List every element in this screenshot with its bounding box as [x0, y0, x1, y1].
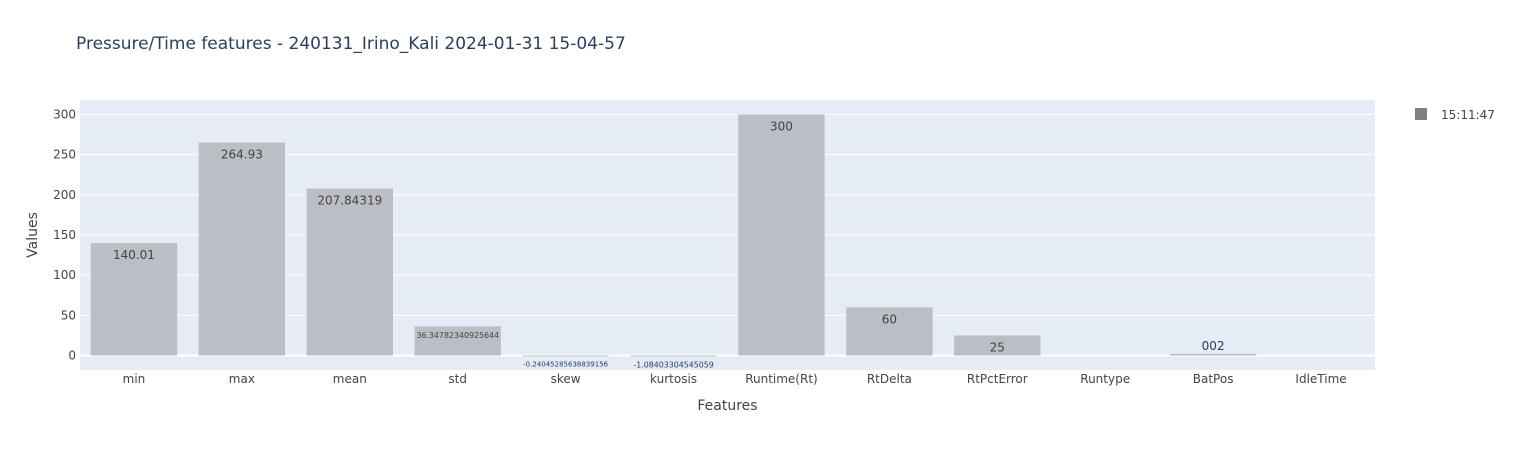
data-label: 207.84319 [317, 194, 382, 208]
data-label: 25 [990, 340, 1005, 354]
data-label: -0.24045285638839156 [523, 361, 608, 369]
bar [90, 243, 178, 356]
bar [738, 114, 825, 356]
bar [522, 355, 609, 357]
y-tick-label: 150 [53, 228, 76, 242]
x-tick-label: std [448, 372, 467, 386]
y-tick-label: 0 [68, 349, 76, 363]
x-tick-label: BatPos [1193, 372, 1234, 386]
y-tick-label: 100 [53, 268, 76, 282]
data-label: 36.34782340925644 [416, 331, 499, 340]
data-label: 002 [1202, 339, 1225, 353]
x-tick-label: kurtosis [650, 372, 697, 386]
bar [846, 307, 933, 356]
bar [954, 335, 1041, 356]
x-tick-label: mean [333, 372, 367, 386]
y-tick-label: 50 [61, 308, 76, 322]
x-tick-label: skew [551, 372, 581, 386]
x-tick-label: min [123, 372, 146, 386]
bar [414, 326, 501, 356]
x-tick-label: RtPctError [967, 372, 1028, 386]
x-tick-label: max [229, 372, 255, 386]
x-tick-label: IdleTime [1295, 372, 1346, 386]
bar [198, 142, 286, 356]
y-axis-title: Values [25, 212, 41, 258]
bar [630, 355, 717, 357]
data-label: -1.08403304545059 [633, 360, 713, 369]
y-tick-label: 300 [53, 107, 76, 121]
data-label: 300 [770, 119, 793, 133]
legend-label: 15:11:47 [1441, 108, 1495, 122]
chart-title: Pressure/Time features - 240131_Irino_Ka… [76, 34, 626, 54]
y-tick-label: 250 [53, 148, 76, 162]
data-label: 60 [882, 312, 897, 326]
bar [306, 188, 393, 356]
x-tick-label: Runtype [1080, 372, 1130, 386]
x-axis-title: Features [697, 398, 757, 414]
bar [1169, 353, 1257, 356]
data-label: 140.01 [113, 248, 155, 262]
x-tick-label: RtDelta [867, 372, 912, 386]
y-tick-label: 200 [53, 188, 76, 202]
legend-swatch [1415, 108, 1427, 120]
data-label: 264.93 [221, 148, 263, 162]
x-tick-label: Runtime(Rt) [745, 372, 818, 386]
